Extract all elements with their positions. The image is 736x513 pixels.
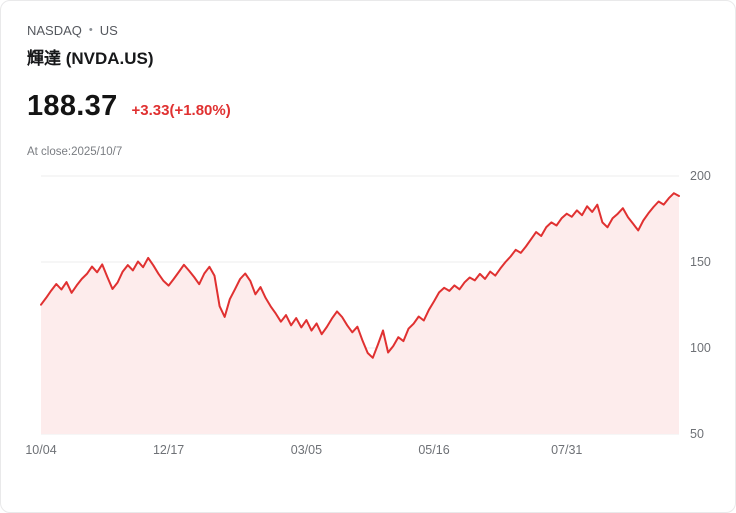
x-tick-label: 10/04 (25, 443, 57, 457)
y-tick-label: 200 (690, 169, 711, 183)
separator-dot-icon: • (88, 24, 93, 36)
page-title: 輝達 (NVDA.US) (27, 49, 154, 68)
y-tick-label: 100 (690, 341, 711, 355)
y-tick-label: 50 (690, 427, 704, 441)
exchange-row: NASDAQ • US (27, 23, 735, 38)
exchange-label: NASDAQ (27, 23, 82, 38)
x-tick-label: 03/05 (290, 443, 323, 457)
current-price: 188.37 (27, 90, 118, 122)
y-tick-label: 150 (690, 255, 711, 269)
price-row: 188.37 +3.33(+1.80%) (27, 90, 735, 123)
price-line (40, 192, 680, 359)
x-tick-label: 07/31 (551, 443, 583, 457)
price-chart[interactable]: 200 150 100 50 (40, 169, 711, 441)
x-tick-label: 12/17 (152, 443, 185, 457)
region-label: US (99, 23, 118, 38)
price-change: +3.33(+1.80%) (131, 102, 231, 119)
area-fill (41, 193, 679, 434)
price-chart-svg[interactable] (40, 176, 680, 434)
x-tick-label: 05/16 (418, 443, 450, 457)
close-timestamp: At close:2025/10/7 (27, 146, 123, 158)
x-axis: 10/04 12/17 03/05 05/16 07/31 (25, 443, 679, 459)
